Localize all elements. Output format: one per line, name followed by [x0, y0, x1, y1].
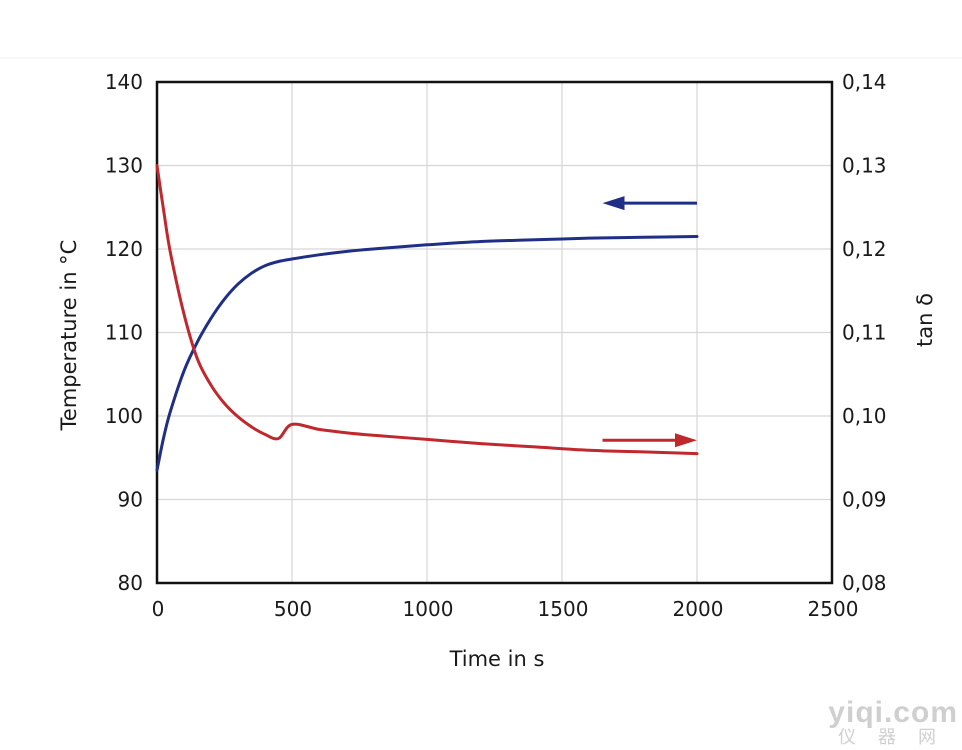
arrows-layer [602, 196, 697, 448]
left-y-tick-label: 100 [105, 404, 143, 428]
x-tick-label: 1000 [403, 597, 454, 621]
x-tick-label: 500 [274, 597, 312, 621]
right-y-tick-label: 0,11 [842, 321, 887, 345]
x-tick-label: 2000 [673, 597, 724, 621]
left-y-tick-label: 120 [105, 237, 143, 261]
right-y-tick-label: 0,14 [842, 70, 887, 94]
tan-delta-series-line [155, 164, 699, 456]
left-y-tick-label: 140 [105, 70, 143, 94]
x-tick-label: 1500 [538, 597, 589, 621]
right-y-tick-label: 0,12 [842, 237, 887, 261]
right-y-tick-label: 0,09 [842, 488, 887, 512]
watermark-subtext: 仪器网 [838, 727, 958, 748]
right-y-tick-labels: 0,08 0,09 0,10 0,11 0,12 0,13 0,14 [842, 70, 887, 595]
right-y-tick-label: 0,10 [842, 404, 887, 428]
right-y-tick-label: 0,08 [842, 571, 887, 595]
left-y-tick-label: 80 [118, 571, 143, 595]
right-y-axis-title: tan δ [913, 293, 937, 347]
grid [157, 82, 832, 583]
plot-frame [155, 80, 834, 585]
left-y-tick-label: 90 [118, 488, 143, 512]
series-layer [155, 164, 699, 472]
left-y-tick-labels: 80 90 100 110 120 130 140 [105, 70, 143, 595]
x-tick-labels: 0 500 1000 1500 2000 2500 [152, 597, 859, 621]
watermark: yiqi.com 仪器网 [828, 698, 958, 748]
x-axis-title: Time in s [449, 647, 545, 671]
temperature-axis-arrow-head [602, 196, 625, 211]
x-tick-label: 2500 [808, 597, 859, 621]
left-y-axis-title: Temperature in °C [57, 240, 81, 432]
left-y-tick-label: 110 [105, 321, 143, 345]
temperature-series-line [155, 235, 699, 472]
right-y-tick-label: 0,13 [842, 154, 887, 178]
watermark-logo-text: yiqi.com [828, 696, 958, 729]
x-tick-label: 0 [152, 597, 165, 621]
tan-delta-axis-arrow-head [675, 433, 697, 448]
left-y-tick-label: 130 [105, 154, 143, 178]
